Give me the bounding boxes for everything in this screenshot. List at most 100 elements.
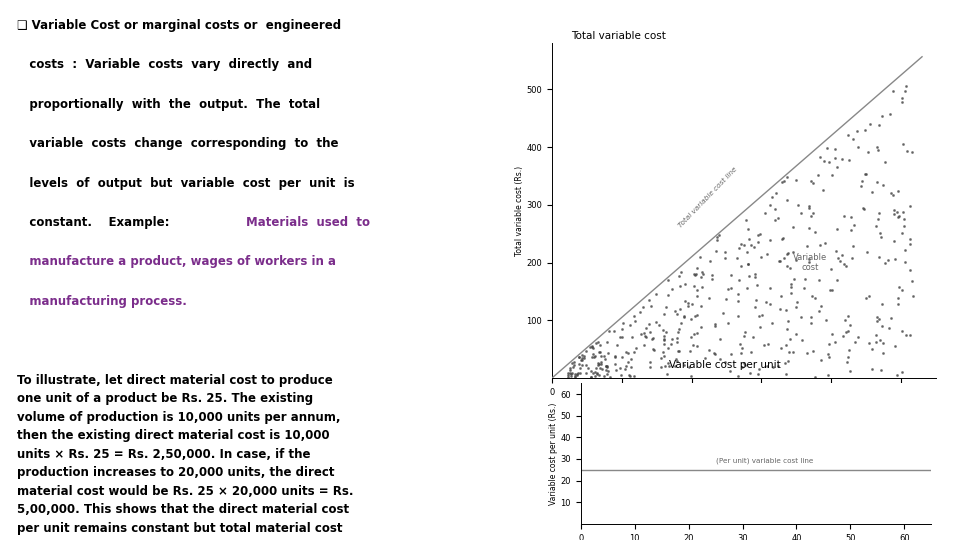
Point bbox=[839, 358, 854, 367]
Point bbox=[865, 188, 880, 197]
Point bbox=[571, 353, 587, 362]
Point bbox=[682, 363, 697, 372]
Point bbox=[658, 362, 673, 370]
Point bbox=[583, 342, 598, 351]
Point bbox=[657, 335, 672, 344]
Point bbox=[875, 321, 890, 330]
Point bbox=[896, 208, 911, 217]
Point bbox=[797, 275, 812, 284]
Point bbox=[563, 366, 578, 374]
Text: Variable
cost: Variable cost bbox=[793, 253, 828, 272]
Point bbox=[802, 258, 817, 267]
Point bbox=[634, 330, 649, 339]
Point bbox=[641, 319, 657, 328]
Point bbox=[643, 363, 659, 372]
Point bbox=[897, 246, 912, 254]
Point bbox=[709, 233, 725, 241]
Point bbox=[770, 361, 785, 370]
Point bbox=[599, 361, 614, 370]
Point bbox=[738, 328, 754, 336]
Point bbox=[627, 312, 642, 321]
Point bbox=[889, 370, 904, 379]
Point bbox=[737, 360, 753, 369]
Point bbox=[590, 361, 606, 369]
Point bbox=[684, 332, 699, 341]
Point bbox=[869, 143, 884, 151]
Point bbox=[882, 110, 898, 118]
Point bbox=[771, 257, 786, 266]
Point bbox=[628, 343, 643, 352]
Point bbox=[741, 260, 756, 268]
Point bbox=[895, 368, 910, 376]
Point bbox=[876, 339, 891, 348]
Point bbox=[836, 211, 852, 220]
Point bbox=[598, 362, 613, 370]
Point bbox=[593, 360, 609, 368]
Point bbox=[735, 359, 751, 368]
Point bbox=[636, 341, 652, 349]
Point bbox=[731, 244, 746, 253]
Point bbox=[752, 323, 767, 332]
Point bbox=[749, 281, 764, 290]
Point bbox=[896, 139, 911, 148]
Point bbox=[592, 341, 608, 349]
Point bbox=[805, 179, 821, 187]
Point bbox=[685, 341, 701, 349]
Point bbox=[607, 327, 622, 336]
Point bbox=[812, 241, 828, 249]
Point bbox=[617, 365, 633, 374]
Point bbox=[859, 170, 875, 178]
Point bbox=[562, 368, 577, 377]
Point bbox=[734, 343, 750, 352]
Point bbox=[689, 329, 705, 338]
Point bbox=[840, 326, 855, 335]
Point bbox=[694, 267, 709, 276]
Point bbox=[664, 334, 680, 343]
Point bbox=[895, 229, 910, 238]
Point bbox=[623, 355, 638, 363]
Point bbox=[723, 350, 738, 359]
Point bbox=[750, 231, 765, 239]
Point bbox=[724, 283, 739, 292]
Point bbox=[608, 352, 623, 361]
Point bbox=[673, 268, 688, 276]
Point bbox=[755, 310, 770, 319]
Point bbox=[712, 334, 728, 343]
Point bbox=[643, 301, 659, 310]
Point bbox=[839, 328, 854, 336]
Text: Materials  used  to: Materials used to bbox=[246, 216, 370, 229]
Point bbox=[619, 348, 635, 356]
Point bbox=[668, 355, 684, 363]
Point bbox=[693, 322, 708, 331]
Point bbox=[756, 340, 772, 349]
Point bbox=[829, 275, 845, 284]
Point bbox=[810, 171, 826, 180]
Point bbox=[890, 213, 905, 221]
Point bbox=[603, 373, 618, 381]
Point bbox=[802, 224, 817, 232]
Point bbox=[789, 298, 804, 306]
Point bbox=[887, 342, 902, 350]
Point bbox=[720, 319, 735, 327]
Point bbox=[869, 178, 884, 187]
Point bbox=[656, 326, 671, 334]
Point bbox=[749, 295, 764, 304]
Point bbox=[589, 370, 605, 379]
Point bbox=[622, 372, 637, 381]
Point bbox=[750, 370, 765, 379]
Point bbox=[561, 373, 576, 382]
Point bbox=[609, 341, 624, 349]
Point bbox=[570, 368, 586, 377]
Y-axis label: Variable cost per unit (Rs.): Variable cost per unit (Rs.) bbox=[549, 402, 558, 505]
Point bbox=[661, 362, 677, 370]
Point bbox=[824, 286, 839, 294]
Point bbox=[703, 256, 718, 265]
Point bbox=[885, 190, 900, 199]
Point bbox=[733, 262, 749, 271]
Point bbox=[812, 307, 828, 315]
Point bbox=[638, 333, 654, 341]
Point bbox=[772, 256, 787, 265]
Point bbox=[588, 372, 603, 380]
Point bbox=[815, 186, 830, 194]
Point bbox=[838, 262, 853, 271]
